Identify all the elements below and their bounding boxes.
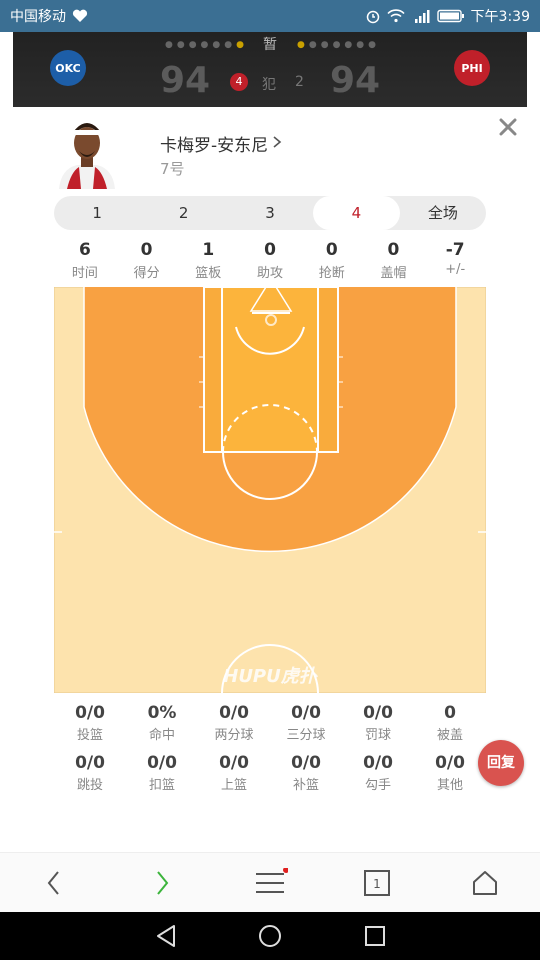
- tab-q2[interactable]: 2: [178, 204, 189, 222]
- away-fouls: 2: [295, 74, 304, 90]
- home-button[interactable]: [467, 865, 503, 901]
- menu-button[interactable]: [252, 865, 288, 901]
- home-score: 94: [160, 60, 211, 101]
- player-avatar[interactable]: [57, 117, 117, 189]
- shot-putback: 0/0 补篮: [291, 753, 321, 793]
- hupu-watermark: HUPU虎扑: [223, 666, 318, 687]
- shot-3pt: 0/0 三分球: [286, 703, 326, 743]
- carrier-label: 中国移动: [10, 9, 66, 25]
- shot-layup: 0/0 上篮: [219, 753, 249, 793]
- stat-points: 0 得分: [133, 240, 160, 281]
- shot-row-2: 0/0 跳投 0/0 扣篮 0/0 上篮 0/0 补篮 0/0 勾手 0/0 其他: [54, 753, 486, 793]
- shot-blocked: 0 被盖: [436, 703, 463, 743]
- close-button[interactable]: [496, 115, 520, 139]
- scoreboard: ●●●●●●● 暂 ●●●●●●● OKC 94 4 犯 2 94 PHI: [13, 32, 527, 107]
- player-name: 卡梅罗-安东尼: [160, 136, 269, 156]
- period-progress-right: ●●●●●●●: [297, 40, 380, 50]
- stat-rebounds: 1 篮板: [195, 240, 222, 281]
- alarm-icon: [365, 8, 381, 24]
- wifi-icon: [386, 9, 405, 23]
- foul-label: 犯: [262, 77, 276, 93]
- player-number: 7号: [160, 160, 185, 178]
- period-label: 暂: [263, 37, 277, 53]
- tab-q1[interactable]: 1: [92, 204, 102, 222]
- home-fouls-badge: 4: [230, 73, 248, 91]
- menu-icon: [256, 868, 288, 893]
- stat-assists: 0 助攻: [257, 240, 284, 281]
- close-icon: [499, 118, 517, 136]
- away-score: 94: [330, 60, 381, 101]
- player-header: 卡梅罗-安东尼 7号: [0, 107, 540, 189]
- status-bar: 中国移动 下午3:39: [0, 0, 540, 32]
- player-stats: 6 时间 0 得分 1 篮板 0 助攻 0 抢断 0 盖帽 -7 +/-: [54, 240, 486, 281]
- heart-health-icon: [72, 9, 88, 23]
- chevron-right-icon: [157, 871, 169, 895]
- nav-home-icon[interactable]: [256, 922, 284, 950]
- tab-q3[interactable]: 3: [265, 204, 275, 222]
- battery-icon: [436, 9, 465, 23]
- period-progress-left: ●●●●●●●: [165, 40, 248, 50]
- clock-label: 下午3:39: [470, 9, 530, 25]
- stat-plus-minus: -7 +/-: [445, 240, 466, 277]
- shot-dunk: 0/0 扣篮: [147, 753, 177, 793]
- stat-blocks: 0 盖帽: [380, 240, 407, 281]
- away-team-logo[interactable]: PHI: [454, 50, 490, 86]
- stat-minutes: 6 时间: [71, 240, 98, 281]
- player-name-link[interactable]: 卡梅罗-安东尼: [160, 131, 282, 156]
- forward-button[interactable]: [144, 865, 180, 901]
- nav-back-icon[interactable]: [152, 922, 180, 950]
- quarter-tabs: 1 2 3 4 全场: [54, 196, 486, 230]
- home-icon: [473, 871, 497, 895]
- shot-ft: 0/0 罚球: [363, 703, 393, 743]
- shot-row-1: 0/0 投篮 0% 命中 0/0 两分球 0/0 三分球 0/0 罚球 0 被盖: [54, 703, 486, 743]
- stat-steals: 0 抢断: [318, 240, 345, 281]
- shot-hook: 0/0 勾手: [363, 753, 393, 793]
- chevron-right-icon: [272, 134, 282, 154]
- shot-other: 0/0 其他: [435, 753, 465, 793]
- shot-pct: 0% 命中: [147, 703, 177, 743]
- shot-jumper: 0/0 跳投: [75, 753, 105, 793]
- back-button[interactable]: [36, 865, 72, 901]
- system-nav-bar: [0, 912, 540, 960]
- tab-q4[interactable]: 4: [313, 196, 400, 230]
- shot-2pt: 0/0 两分球: [214, 703, 254, 743]
- svg-text:1: 1: [373, 877, 381, 891]
- tabs-icon: 1: [364, 870, 390, 896]
- signal-icon: [411, 9, 431, 23]
- home-team-logo[interactable]: OKC: [50, 50, 86, 86]
- tab-full-game[interactable]: 全场: [427, 204, 458, 222]
- browser-toolbar: 1: [0, 852, 540, 912]
- tabs-button[interactable]: 1: [359, 865, 395, 901]
- nav-recents-icon[interactable]: [361, 922, 389, 950]
- shot-stats: 0/0 投篮 0% 命中 0/0 两分球 0/0 三分球 0/0 罚球 0 被盖 0/0 跳投…: [54, 703, 486, 803]
- chevron-left-icon: [47, 871, 59, 895]
- reply-button[interactable]: 回复: [478, 740, 524, 786]
- shot-fg: 0/0 投篮: [75, 703, 105, 743]
- shot-chart-court: HUPU虎扑: [54, 287, 486, 693]
